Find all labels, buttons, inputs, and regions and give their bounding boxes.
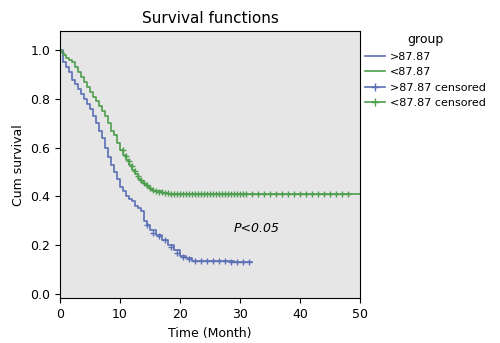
Title: Survival functions: Survival functions [142, 11, 278, 25]
X-axis label: Time (Month): Time (Month) [168, 327, 252, 340]
Legend: >87.87, <87.87, >87.87 censored, <87.87 censored: >87.87, <87.87, >87.87 censored, <87.87 … [363, 31, 488, 110]
Text: P<0.05: P<0.05 [234, 222, 280, 235]
Y-axis label: Cum survival: Cum survival [12, 124, 24, 205]
